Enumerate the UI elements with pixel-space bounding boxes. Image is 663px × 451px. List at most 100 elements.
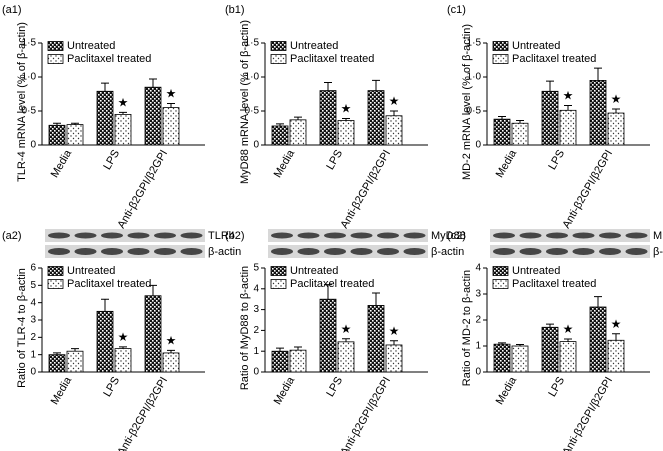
significance-star: ★ <box>166 334 177 348</box>
bar <box>589 80 607 146</box>
legend-label: Paclitaxel treated <box>290 53 374 65</box>
error-bar <box>294 346 302 351</box>
error-bar <box>276 347 284 352</box>
blot-band <box>101 248 123 255</box>
legend-swatch <box>270 41 287 51</box>
bar <box>271 350 289 373</box>
bar <box>144 86 162 146</box>
significance-star: ★ <box>341 322 352 336</box>
significance-star: ★ <box>389 324 400 338</box>
y-axis-label: TLR-4 mRNA level (% of β-actin) <box>16 22 28 182</box>
bar <box>319 298 337 373</box>
bar <box>337 120 355 146</box>
bar <box>511 345 529 373</box>
blot-band <box>546 232 568 239</box>
blot-label: MyD88 <box>431 230 466 242</box>
bar <box>48 124 66 146</box>
error-bar <box>564 338 572 342</box>
x-tick-label: LPS <box>324 375 345 399</box>
y-tick-label: 0·5 <box>245 106 260 117</box>
bar <box>385 115 403 146</box>
panel-label: (c1) <box>447 4 466 16</box>
blot-band <box>599 248 621 255</box>
panel-label: (b1) <box>225 4 245 16</box>
significance-star: ★ <box>118 330 129 344</box>
blot-band <box>403 232 426 239</box>
y-tick-label: 3 <box>475 289 481 300</box>
bar <box>493 118 511 146</box>
y-axis-label: Ratio of TLR-4 to β-actin <box>16 268 28 388</box>
bar <box>66 124 84 146</box>
legend-swatch <box>492 54 509 64</box>
bar <box>96 310 114 373</box>
x-tick-label: Anti-β2GPI/β2GPI <box>338 375 393 451</box>
significance-star: ★ <box>341 102 352 116</box>
error-bar <box>324 81 332 91</box>
legend-label: Paclitaxel treated <box>67 53 151 65</box>
blot-band <box>493 248 515 255</box>
error-bar <box>516 120 524 124</box>
y-tick-label: 0 <box>253 140 259 151</box>
x-tick-label: Anti-β2GPI/β2GPI <box>115 375 170 451</box>
error-bar <box>149 78 157 88</box>
legend-label: Paclitaxel treated <box>512 278 596 290</box>
error-bar <box>101 82 109 92</box>
panel: (a1) TLR-4 mRNA level (% of β-actin) 0 0·5 1… <box>2 4 205 231</box>
blot-band <box>297 232 320 239</box>
error-bar <box>516 343 524 346</box>
blot-label: β-actin <box>653 246 663 258</box>
x-tick-label: LPS <box>101 148 122 172</box>
x-tick-label: LPS <box>546 148 567 172</box>
x-tick-label: Anti-β2GPI/β2GPI <box>560 148 615 231</box>
panel-label: (a2) <box>2 230 22 242</box>
y-tick-label: 0 <box>475 367 481 378</box>
legend-swatch <box>47 266 64 276</box>
bar <box>162 107 180 146</box>
error-bar <box>71 122 79 125</box>
bar <box>66 350 84 373</box>
blot-band <box>127 248 150 255</box>
bar <box>114 114 132 146</box>
y-tick-label: 1·5 <box>467 38 482 49</box>
bar <box>559 341 577 373</box>
blot-band <box>350 232 373 239</box>
panel-label: (c2) <box>447 230 466 242</box>
y-tick-label: 5 <box>30 280 36 291</box>
x-tick-label: Media <box>49 374 75 407</box>
bar <box>493 343 511 373</box>
significance-star: ★ <box>611 92 622 106</box>
bar <box>162 352 180 373</box>
error-bar <box>372 79 380 91</box>
legend-label: Paclitaxel treated <box>512 53 596 65</box>
legend-swatch <box>492 279 509 289</box>
blot-band <box>572 232 595 239</box>
legend-label: Untreated <box>290 265 338 277</box>
blot-band <box>324 248 346 255</box>
legend-label: Paclitaxel treated <box>290 278 374 290</box>
blot-band <box>519 248 542 255</box>
bar <box>607 339 625 373</box>
x-tick-label: LPS <box>101 375 122 399</box>
blot-strip <box>268 229 428 242</box>
error-bar <box>594 296 602 307</box>
error-bar <box>372 292 380 306</box>
blot-band <box>271 232 293 239</box>
panel: (b1) MyD88 mRNA level (% of β-actin) 0 0·5 1… <box>225 4 428 231</box>
bar <box>114 348 132 373</box>
blot-band <box>127 232 150 239</box>
blot-band <box>74 248 97 255</box>
y-tick-label: 3 <box>253 304 259 315</box>
significance-star: ★ <box>563 322 574 336</box>
blot-band <box>625 248 648 255</box>
error-bar <box>594 67 602 81</box>
y-tick-label: 4 <box>475 263 481 274</box>
y-tick-label: 3 <box>30 315 36 326</box>
blot-label: MD-2 <box>653 230 663 242</box>
blot-band <box>403 248 426 255</box>
blot-band <box>519 232 542 239</box>
legend-swatch <box>47 279 64 289</box>
blot-band <box>74 232 97 239</box>
blot-label: β-actin <box>208 246 241 258</box>
x-tick-label: Media <box>494 374 520 407</box>
